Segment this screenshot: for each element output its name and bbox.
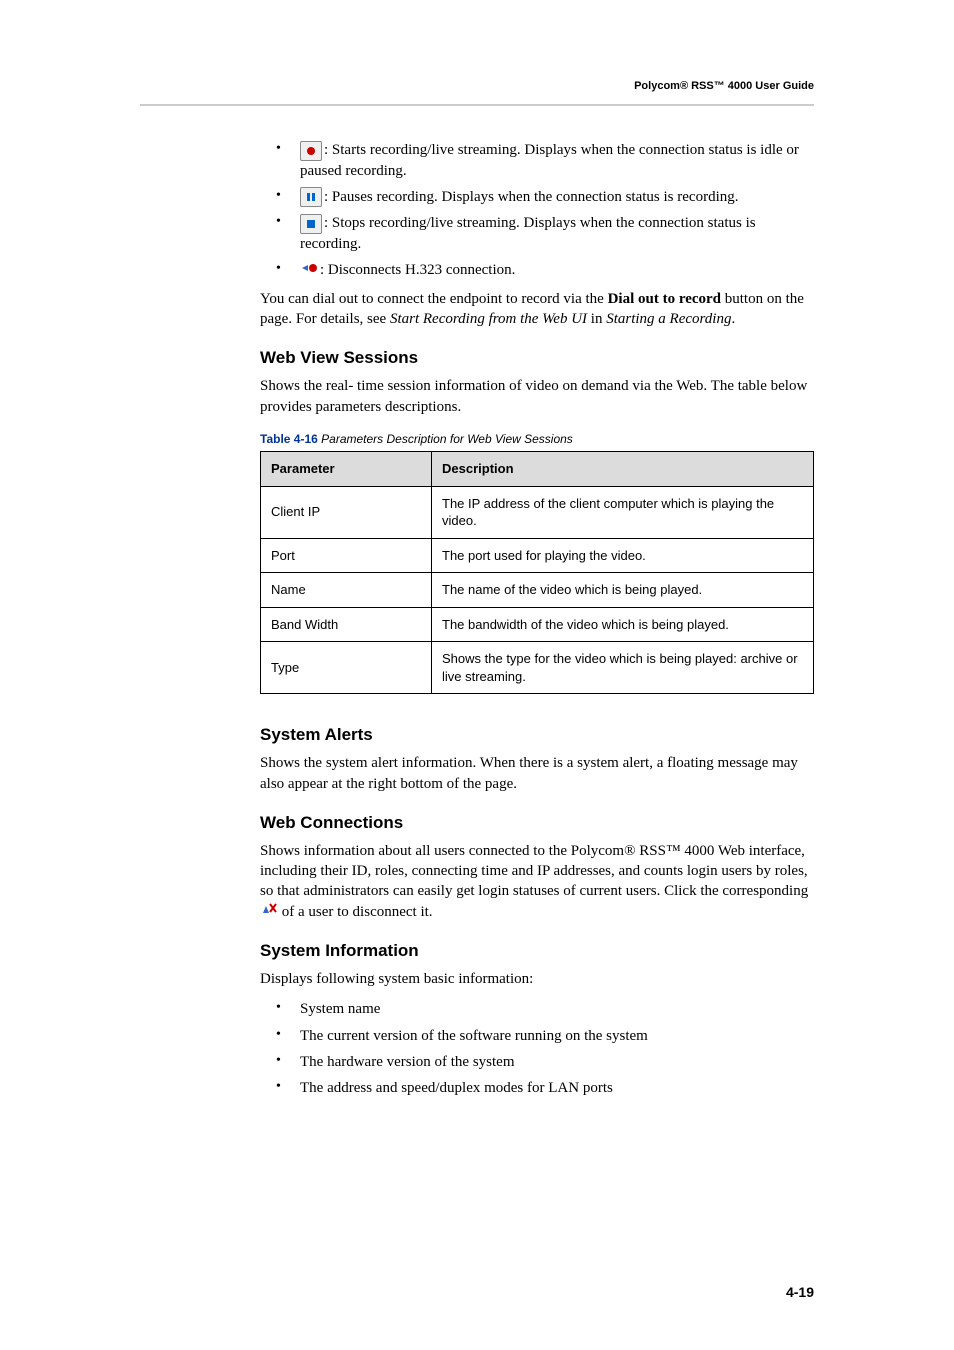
icon-desc: : Starts recording/live streaming. Displ… <box>300 142 799 179</box>
list-item: : Disconnects H.323 connection. <box>260 260 814 281</box>
list-item: The hardware version of the system <box>260 1052 814 1072</box>
header-rule <box>140 104 814 106</box>
section-heading-web-view: Web View Sessions <box>260 347 814 370</box>
page: Polycom® RSS™ 4000 User Guide : Starts r… <box>0 0 954 1350</box>
text-italic: Starting a Recording <box>606 311 731 327</box>
table-row: Name The name of the video which is bein… <box>261 573 814 608</box>
paragraph: Shows information about all users connec… <box>260 841 814 922</box>
text: Shows information about all users connec… <box>260 843 808 900</box>
td-desc: The port used for playing the video. <box>432 538 814 573</box>
th-parameter: Parameter <box>261 452 432 487</box>
table-caption: Table 4-16 Parameters Description for We… <box>260 431 814 447</box>
page-number: 4-19 <box>786 1284 814 1300</box>
text: The address and speed/duplex modes for L… <box>300 1080 613 1096</box>
disconnect-user-icon <box>260 902 278 922</box>
paragraph: Displays following system basic informat… <box>260 969 814 989</box>
table-row: Port The port used for playing the video… <box>261 538 814 573</box>
header-title: Polycom® RSS™ 4000 User Guide <box>634 80 814 92</box>
td-param: Band Width <box>261 607 432 642</box>
text: in <box>587 311 606 327</box>
list-item: : Starts recording/live streaming. Displ… <box>260 140 814 181</box>
text: You can dial out to connect the endpoint… <box>260 291 608 307</box>
icon-list: : Starts recording/live streaming. Displ… <box>260 140 814 281</box>
th-description: Description <box>432 452 814 487</box>
system-info-list: System name The current version of the s… <box>260 999 814 1098</box>
td-param: Client IP <box>261 486 432 538</box>
table-row: Client IP The IP address of the client c… <box>261 486 814 538</box>
section-heading-system-alerts: System Alerts <box>260 724 814 747</box>
text: of a user to disconnect it. <box>282 904 433 920</box>
record-icon <box>300 141 322 161</box>
text-bold: Dial out to record <box>608 291 721 307</box>
td-desc: The IP address of the client computer wh… <box>432 486 814 538</box>
td-desc: The name of the video which is being pla… <box>432 573 814 608</box>
icon-desc: : Stops recording/live streaming. Displa… <box>300 215 756 252</box>
text-italic: Start Recording from the Web UI <box>390 311 587 327</box>
icon-desc: : Disconnects H.323 connection. <box>320 262 515 278</box>
table-row: Type Shows the type for the video which … <box>261 642 814 694</box>
td-param: Name <box>261 573 432 608</box>
text: The hardware version of the system <box>300 1054 515 1070</box>
td-desc: The bandwidth of the video which is bein… <box>432 607 814 642</box>
section-heading-web-connections: Web Connections <box>260 812 814 835</box>
paragraph: Shows the system alert information. When… <box>260 753 814 794</box>
list-item: : Stops recording/live streaming. Displa… <box>260 213 814 254</box>
text: . <box>731 311 735 327</box>
caption-rest: Parameters Description for Web View Sess… <box>318 432 573 446</box>
td-param: Port <box>261 538 432 573</box>
list-item: System name <box>260 999 814 1019</box>
list-item: The current version of the software runn… <box>260 1026 814 1046</box>
pause-icon <box>300 187 322 207</box>
params-table: Parameter Description Client IP The IP a… <box>260 451 814 694</box>
table-header-row: Parameter Description <box>261 452 814 487</box>
disconnect-icon <box>300 261 318 281</box>
list-item: The address and speed/duplex modes for L… <box>260 1078 814 1098</box>
content: : Starts recording/live streaming. Displ… <box>260 140 814 1098</box>
td-desc: Shows the type for the video which is be… <box>432 642 814 694</box>
dialout-paragraph: You can dial out to connect the endpoint… <box>260 289 814 330</box>
section-heading-system-info: System Information <box>260 940 814 963</box>
paragraph: Shows the real- time session information… <box>260 376 814 417</box>
caption-bold: Table 4-16 <box>260 432 318 446</box>
text: The current version of the software runn… <box>300 1028 648 1044</box>
list-item: : Pauses recording. Displays when the co… <box>260 187 814 208</box>
icon-desc: : Pauses recording. Displays when the co… <box>324 189 739 205</box>
text: System name <box>300 1001 380 1017</box>
stop-icon <box>300 214 322 234</box>
table-row: Band Width The bandwidth of the video wh… <box>261 607 814 642</box>
td-param: Type <box>261 642 432 694</box>
